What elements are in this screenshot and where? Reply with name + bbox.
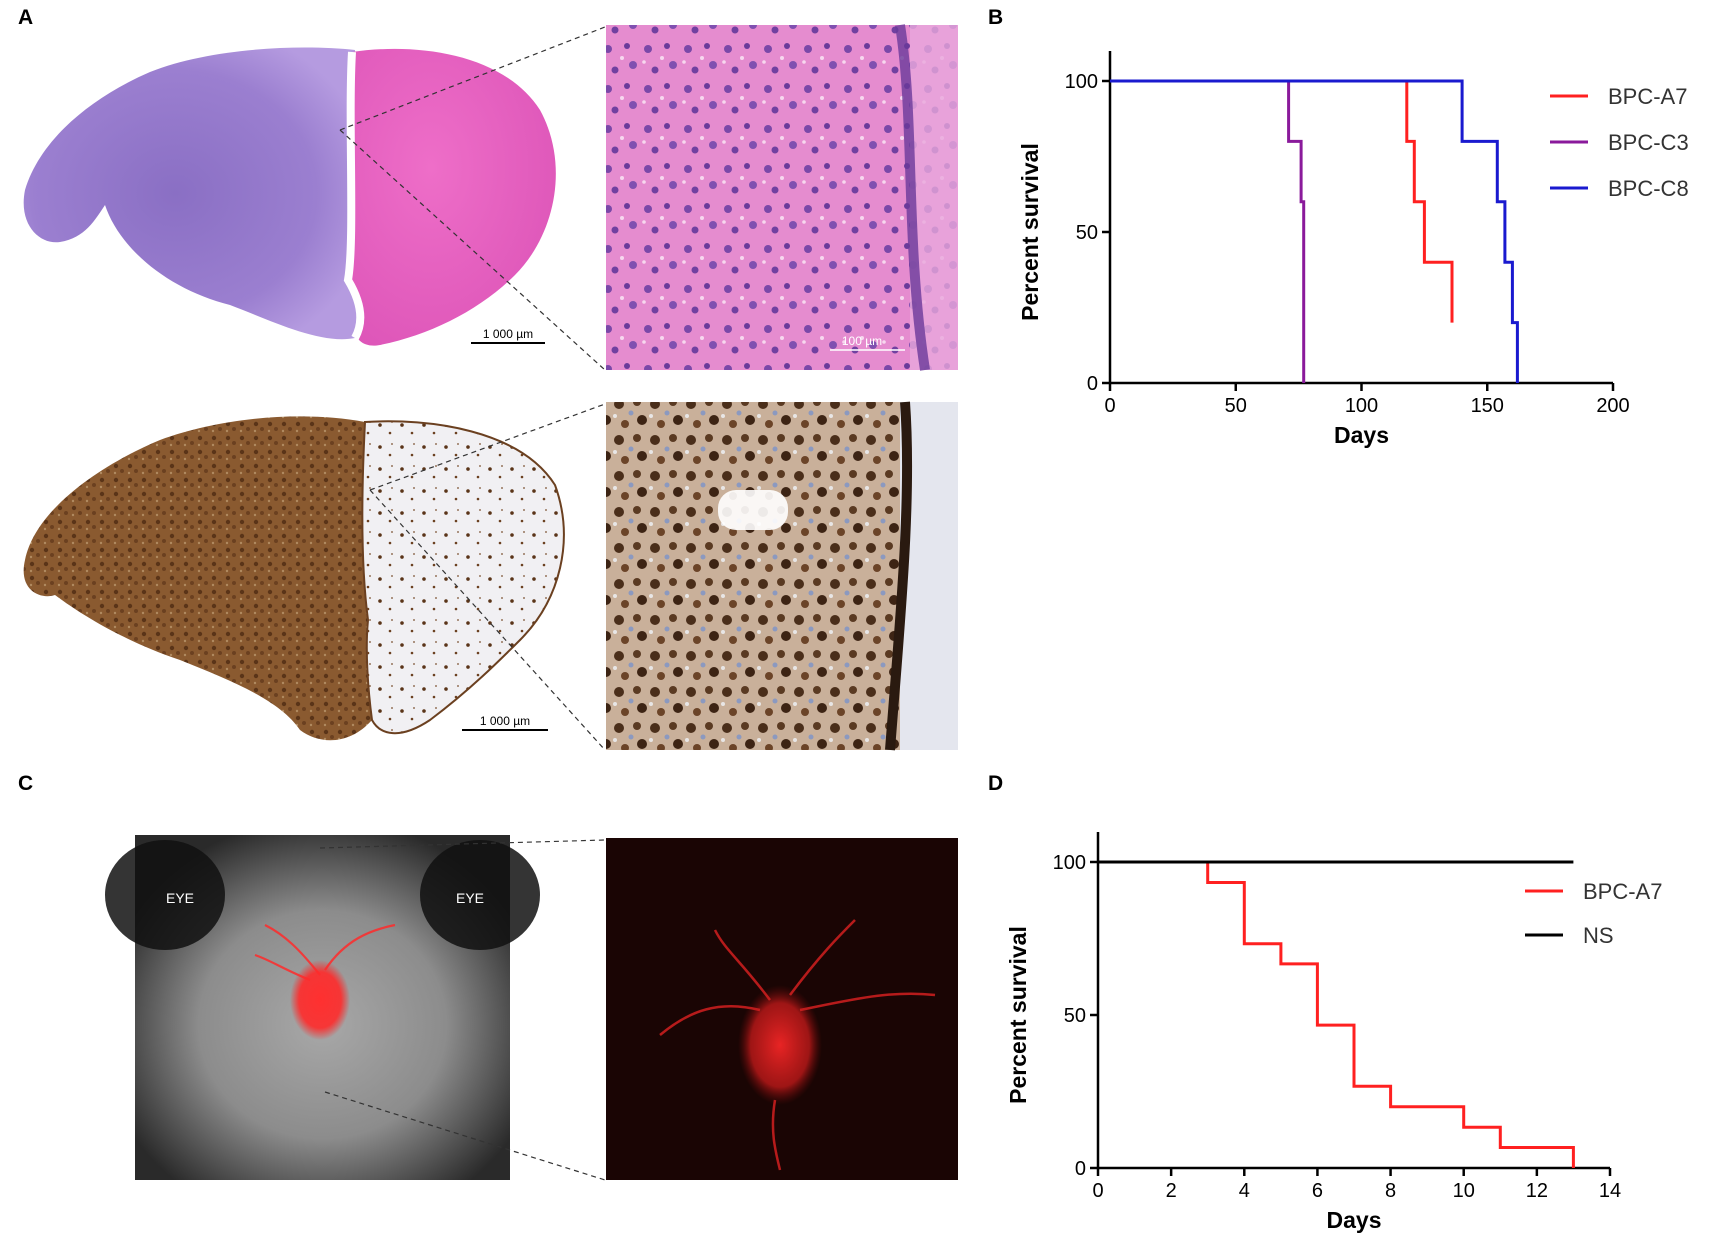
survival-chart-b: 0 50 100 150 200 0 50 100 Days Percent survival BP… [1017,51,1689,448]
panel-letter-a: A [18,6,34,29]
y-tick-label: 50 [1076,222,1098,244]
legend-label: BPC-A7 [1583,879,1662,904]
y-axis-label: Percent survival [1005,926,1031,1104]
he-zoom-image: 100 µm [606,24,958,371]
he-brain-region [348,48,556,346]
he-section-image: 1 000 µm [23,47,556,346]
y-axis-label: Percent survival [1017,143,1043,321]
panel-letter-d: D [988,772,1004,795]
survival-chart-d: 0 2 4 6 8 10 12 14 0 50 100 Days Percent survival BPC… [1005,832,1662,1233]
y-tick-label: 50 [1064,1005,1086,1027]
zoom-connector-line [369,489,606,751]
series-line-bpc-a7 [1098,860,1575,1168]
eye-label-right: EYE [456,890,484,906]
fluorescence-zoom-image [606,838,958,1180]
x-tick-label: 8 [1385,1180,1396,1202]
x-tick-label: 0 [1092,1180,1103,1202]
x-tick-label: 4 [1239,1180,1250,1202]
x-tick-label: 150 [1471,395,1504,417]
ihc-section-image: 1 000 µm [23,416,565,741]
y-tick-label: 100 [1053,852,1086,874]
ihc-brain-region [361,420,565,735]
legend-label: NS [1583,923,1614,948]
ihc-tumor-region [23,416,372,741]
x-tick-label: 2 [1166,1180,1177,1202]
panel-letter-b: B [988,6,1004,29]
x-tick-label: 14 [1599,1180,1621,1202]
x-tick-label: 0 [1104,395,1115,417]
x-tick-label: 6 [1312,1180,1323,1202]
x-tick-label: 200 [1596,395,1629,417]
eye-label-left: EYE [166,890,194,906]
x-axis-label: Days [1327,1207,1382,1233]
zebrafish-overlay-image: EYE EYE [105,835,540,1180]
legend-label: BPC-C8 [1608,176,1689,201]
x-tick-label: 100 [1345,395,1378,417]
zoom-connector-line [319,839,606,849]
he-tumor-region [23,47,361,340]
zoom-connector-line [339,26,606,131]
series-line-bpc-c3 [1110,79,1306,383]
y-tick-label: 0 [1087,373,1098,395]
tumor-vasculature [254,923,396,982]
scale-bar-label: 1 000 µm [483,327,533,341]
x-tick-label: 50 [1225,395,1247,417]
panel-a: 1 000 µm 100 µm 1 000 µm [23,24,958,751]
zoom-connector-line [324,1091,606,1181]
y-tick-label: 0 [1075,1158,1086,1180]
zoom-connector-line [369,403,606,491]
scale-bar-label: 1 000 µm [480,714,530,728]
series-line-bpc-c8 [1110,79,1519,383]
panel-c: EYE EYE [105,835,958,1181]
he-hemisphere-gap [343,51,365,340]
series-line-bpc-a7 [1110,79,1454,323]
tumor-fluorescence [290,960,350,1040]
tumor-vasculature [659,919,936,1171]
legend-label: BPC-C3 [1608,130,1689,155]
ihc-zoom-image [606,401,958,751]
y-tick-label: 100 [1065,71,1098,93]
panel-letter-c: C [18,772,34,795]
scale-bar-label: 100 µm [842,334,882,348]
x-axis-label: Days [1334,422,1389,448]
x-tick-label: 12 [1526,1180,1548,1202]
legend-label: BPC-A7 [1608,84,1687,109]
x-tick-label: 10 [1453,1180,1475,1202]
zoom-connector-line [339,129,606,371]
